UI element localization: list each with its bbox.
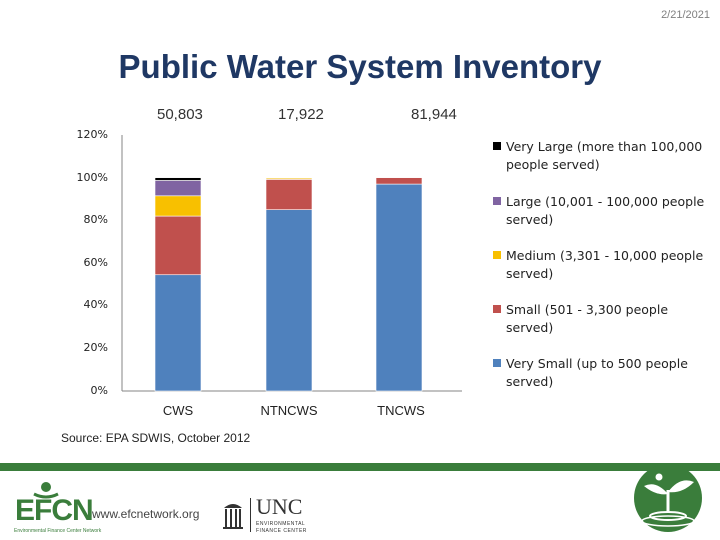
legend-swatch-very-small — [493, 359, 501, 367]
bar-ntncws-very-small — [265, 209, 313, 392]
old-well-icon — [223, 504, 243, 529]
footer — [0, 459, 720, 540]
y-tick-60: 60% — [83, 256, 108, 269]
unc-logo-text: UNC — [256, 494, 303, 519]
bar-ntncws-small — [265, 179, 313, 210]
bar-tncws-small — [375, 177, 423, 185]
legend-swatch-small — [493, 305, 501, 313]
y-tick-80: 80% — [83, 213, 108, 226]
y-tick-120: 120% — [76, 128, 108, 141]
legend-swatch-large — [493, 197, 501, 205]
legend-item-very-large: Very Large (more than 100,000 people ser… — [493, 138, 713, 174]
legend-swatch-very-large — [493, 142, 501, 150]
total-tncws: 81,944 — [411, 106, 457, 123]
legend-item-medium: Medium (3,301 - 10,000 people served) — [493, 247, 713, 283]
legend-label-medium: Medium (3,301 - 10,000 people served) — [506, 248, 704, 281]
legend-label-large: Large (10,001 - 100,000 people served) — [506, 194, 705, 227]
unc-logo-subline-2: FINANCE CENTER — [256, 528, 307, 534]
efcn-website-link[interactable]: www.efcnetwork.org — [92, 507, 200, 521]
category-label-tncws: TNCWS — [377, 403, 425, 418]
y-tick-40: 40% — [83, 298, 108, 311]
efcn-logo-tagline: Environmental Finance Center Network — [14, 528, 102, 534]
footer-green-bar — [0, 463, 720, 471]
bar-tncws-very-small — [375, 183, 423, 392]
bars-group — [154, 177, 423, 392]
legend-item-large: Large (10,001 - 100,000 people served) — [493, 193, 713, 229]
bar-cws-large — [154, 180, 202, 197]
slide-date: 2/21/2021 — [661, 9, 710, 21]
total-ntncws: 17,922 — [278, 106, 324, 123]
legend-label-small: Small (501 - 3,300 people served) — [506, 302, 669, 335]
category-label-ntncws: NTNCWS — [260, 403, 318, 418]
legend-item-small: Small (501 - 3,300 people served) — [493, 301, 713, 337]
legend-label-very-small: Very Small (up to 500 people served) — [506, 356, 688, 389]
legend-label-very-large: Very Large (more than 100,000 people ser… — [506, 139, 703, 172]
legend-item-very-small: Very Small (up to 500 people served) — [493, 355, 713, 391]
legend-swatch-medium — [493, 251, 501, 259]
bar-cws-medium — [154, 195, 202, 217]
unc-divider — [250, 498, 251, 532]
y-tick-20: 20% — [83, 341, 108, 354]
y-tick-100: 100% — [76, 171, 108, 184]
slide-title: Public Water System Inventory — [118, 48, 602, 85]
efcn-logo-text: EFCN — [15, 494, 94, 527]
source-note: Source: EPA SDWIS, October 2012 — [61, 431, 251, 445]
bar-cws-very-small — [154, 274, 202, 392]
bar-cws-very-large — [154, 177, 202, 181]
bar-cws-small — [154, 215, 202, 276]
efcn-logo-icon — [33, 482, 59, 499]
category-label-cws: CWS — [162, 403, 194, 418]
y-tick-0: 0% — [90, 384, 108, 397]
total-cws: 50,803 — [157, 106, 203, 123]
sprout-water-logo-icon — [634, 464, 702, 532]
unc-logo-subline-1: ENVIRONMENTAL — [256, 521, 306, 527]
